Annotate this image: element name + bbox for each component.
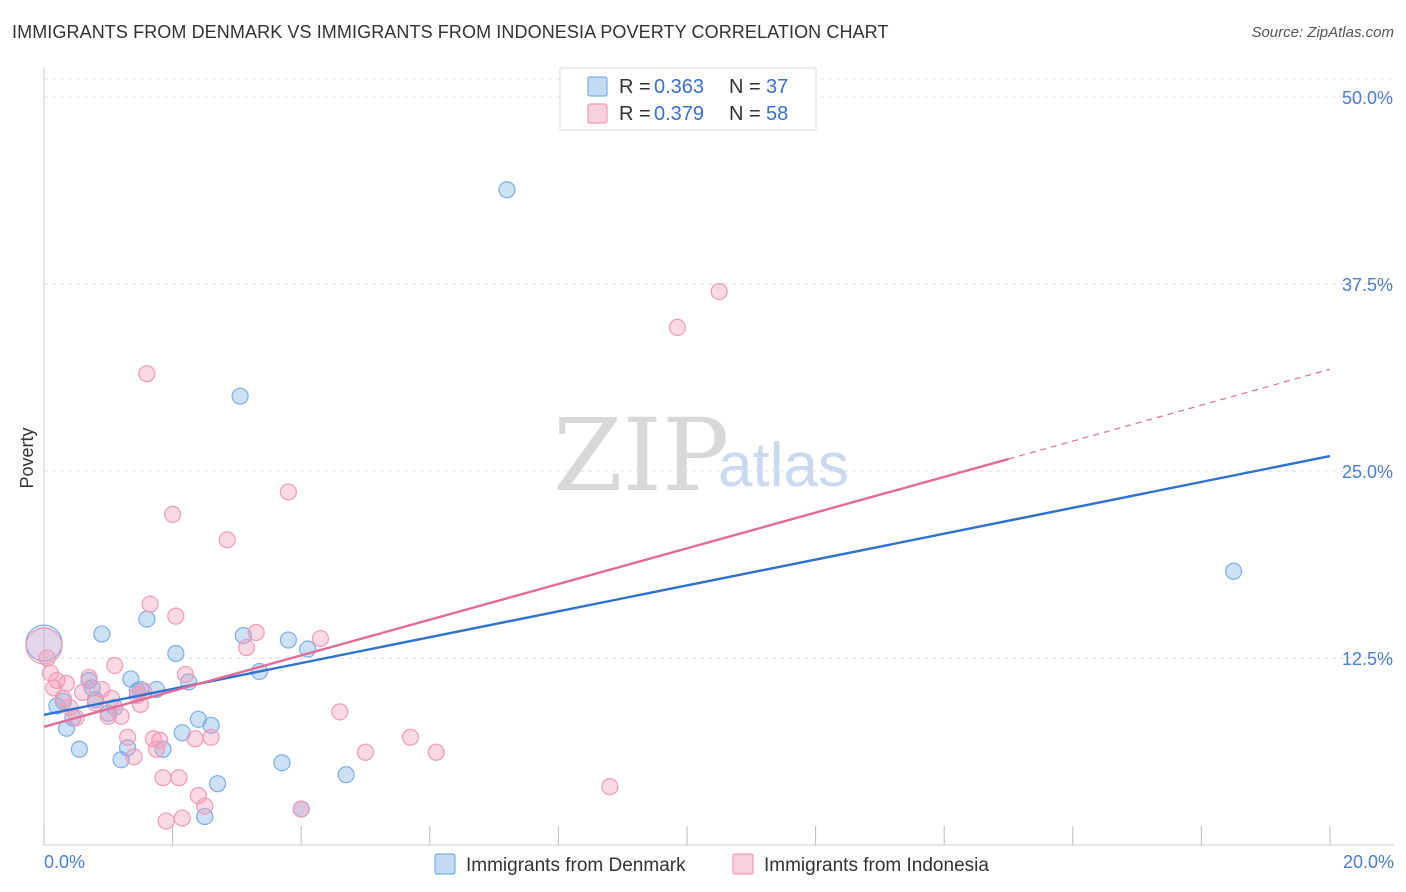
chart-source: Source: ZipAtlas.com (1251, 24, 1394, 41)
indonesia-point (186, 730, 204, 748)
denmark-point (337, 766, 355, 784)
indonesia-point (138, 365, 156, 383)
indonesia-point (25, 627, 63, 665)
indonesia-point (141, 595, 159, 613)
indonesia-point (331, 703, 349, 721)
denmark-point (498, 181, 516, 199)
indonesia-point (202, 728, 220, 746)
indonesia-point (427, 743, 445, 761)
legend: R = 0.363 N = 37 R = 0.379 N = 58 (559, 67, 817, 131)
denmark-point (279, 631, 297, 649)
watermark: ZIP atlas (553, 397, 849, 514)
indonesia-point (144, 730, 162, 748)
indonesia-point (106, 656, 124, 675)
watermark-zip: ZIP (553, 397, 729, 514)
indonesia-point (112, 707, 130, 725)
y-tick-label: 37.5% (1342, 275, 1393, 295)
bottom-legend-label-indonesia: Immigrants from Indonesia (764, 855, 989, 876)
denmark-point (273, 754, 291, 772)
indonesia-point (218, 531, 236, 549)
y-tick-label: 50.0% (1342, 88, 1393, 108)
indonesia-point (668, 318, 686, 336)
indonesia-point (196, 797, 214, 815)
indonesia-point (38, 649, 56, 667)
legend-n-value-indonesia: 58 (766, 103, 788, 125)
chart-title: IMMIGRANTS FROM DENMARK VS IMMIGRANTS FR… (12, 22, 889, 42)
denmark-point (231, 387, 249, 405)
denmark-point (202, 716, 220, 734)
legend-swatch-indonesia (587, 103, 608, 124)
y-tick-label: 25.0% (1342, 462, 1393, 482)
data-points (25, 181, 1243, 830)
indonesia-point (292, 800, 310, 818)
indonesia-point (170, 769, 188, 787)
denmark-trendline (43, 454, 1331, 717)
indonesia-point (164, 505, 182, 523)
indonesia-point (189, 787, 207, 805)
indonesia-point (311, 629, 330, 648)
indonesia-trendline-extension (1008, 368, 1331, 460)
indonesia-point (125, 748, 143, 766)
indonesia-point (247, 623, 265, 642)
indonesia-point (356, 743, 375, 761)
y-axis-title: Poverty (17, 427, 37, 488)
x-axis-ticks (43, 826, 1331, 845)
indonesia-trendline (43, 457, 1009, 728)
indonesia-point (167, 607, 185, 625)
bottom-legend-swatch-indonesia (732, 853, 754, 875)
indonesia-point (237, 638, 256, 657)
denmark-point (138, 610, 156, 628)
indonesia-point (151, 731, 169, 749)
denmark-point (1224, 562, 1243, 580)
indonesia-point (57, 674, 76, 693)
denmark-point (209, 775, 227, 793)
legend-n-value-denmark: 37 (766, 76, 788, 98)
y-tick-label: 12.5% (1342, 649, 1393, 669)
bottom-legend: Immigrants from Denmark Immigrants from … (434, 853, 989, 876)
indonesia-point (173, 809, 191, 827)
indonesia-point (102, 689, 121, 707)
indonesia-point (279, 483, 297, 501)
legend-n-label-indonesia: N = (729, 103, 761, 125)
indonesia-point (157, 812, 175, 830)
indonesia-point (118, 728, 137, 746)
indonesia-point (601, 778, 619, 796)
indonesia-point (48, 671, 66, 690)
indonesia-point (176, 665, 195, 684)
denmark-point (93, 625, 111, 643)
legend-r-value-denmark: 0.363 (654, 76, 704, 98)
x-tick-label-max: 20.0% (1343, 852, 1394, 872)
legend-box (559, 67, 817, 131)
denmark-point (70, 740, 88, 758)
indonesia-point (401, 728, 420, 746)
bottom-legend-label-denmark: Immigrants from Denmark (466, 855, 686, 876)
y-axis: 12.5% 25.0% 37.5% 50.0% (1342, 88, 1393, 669)
legend-n-label-denmark: N = (729, 76, 761, 98)
indonesia-point (73, 683, 92, 702)
legend-swatch-denmark (587, 76, 608, 97)
indonesia-point (80, 668, 98, 687)
legend-r-value-indonesia: 0.379 (654, 103, 704, 125)
trendlines (43, 368, 1331, 728)
bottom-legend-swatch-denmark (434, 853, 456, 875)
indonesia-point (710, 282, 728, 301)
legend-r-label-denmark: R = (619, 76, 651, 98)
indonesia-point (154, 769, 172, 787)
indonesia-point (147, 740, 166, 758)
legend-r-label-indonesia: R = (619, 103, 651, 125)
x-tick-label-min: 0.0% (44, 852, 85, 872)
watermark-atlas: atlas (718, 431, 849, 500)
gridlines (44, 78, 1394, 659)
denmark-point (167, 644, 185, 663)
